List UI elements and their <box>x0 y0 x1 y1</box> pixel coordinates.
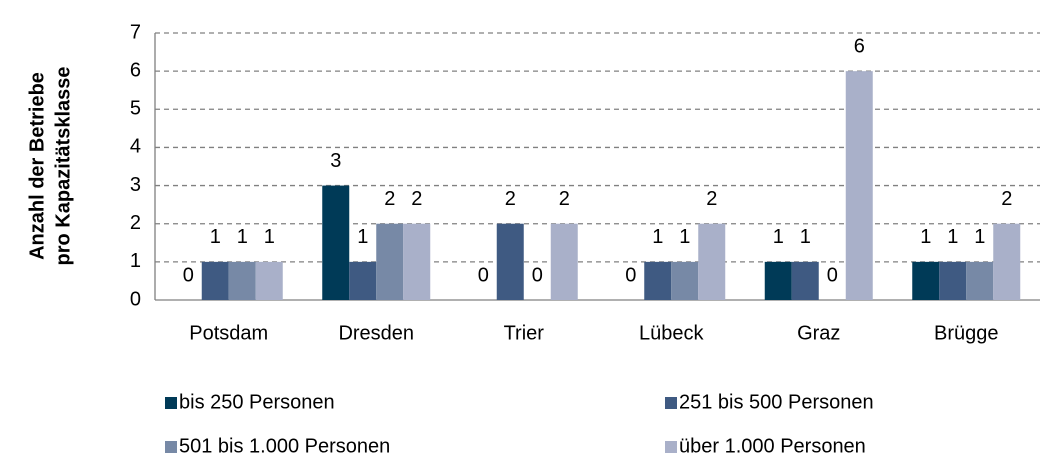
data-label: 1 <box>920 226 931 248</box>
data-label: 0 <box>183 264 194 286</box>
y-tick-label: 3 <box>130 174 141 196</box>
data-label: 1 <box>357 226 368 248</box>
y-axis-label: Anzahl der Betriebe <box>26 72 48 260</box>
data-label: 1 <box>679 226 690 248</box>
legend-swatch <box>165 397 177 409</box>
data-label: 1 <box>800 226 811 248</box>
data-label: 0 <box>827 264 838 286</box>
data-label: 1 <box>773 226 784 248</box>
data-label: 2 <box>706 188 717 210</box>
bar <box>791 261 819 300</box>
data-label: 1 <box>264 226 275 248</box>
legend-label: über 1.000 Personen <box>679 435 866 457</box>
x-tick-label: Lübeck <box>639 322 704 344</box>
bar <box>671 261 699 300</box>
data-label: 0 <box>532 264 543 286</box>
data-label: 2 <box>1001 188 1012 210</box>
bar <box>496 223 524 300</box>
bar <box>644 261 672 300</box>
data-label: 3 <box>330 150 341 172</box>
bar <box>255 261 283 300</box>
y-tick-label: 6 <box>130 59 141 81</box>
x-tick-label: Dresden <box>338 322 414 344</box>
data-label: 1 <box>947 226 958 248</box>
bar <box>376 223 404 300</box>
data-label: 6 <box>854 35 865 57</box>
bar <box>349 261 377 300</box>
bar <box>966 261 994 300</box>
data-label: 0 <box>625 264 636 286</box>
x-tick-label: Potsdam <box>189 322 268 344</box>
data-label: 1 <box>974 226 985 248</box>
data-label: 0 <box>478 264 489 286</box>
bar <box>993 223 1021 300</box>
legend-swatch <box>665 397 677 409</box>
bar <box>228 261 256 300</box>
bar <box>764 261 792 300</box>
y-tick-label: 4 <box>130 136 141 158</box>
x-tick-label: Brügge <box>934 322 999 344</box>
bar <box>912 261 940 300</box>
data-label: 2 <box>411 188 422 210</box>
legend-swatch <box>665 441 677 453</box>
y-tick-label: 1 <box>130 250 141 272</box>
bar <box>698 223 726 300</box>
y-tick-label: 0 <box>130 288 141 310</box>
data-label: 1 <box>652 226 663 248</box>
x-tick-label: Trier <box>504 322 545 344</box>
x-tick-label: Graz <box>797 322 840 344</box>
bar <box>201 261 229 300</box>
legend-label: 501 bis 1.000 Personen <box>179 435 390 457</box>
data-label: 1 <box>210 226 221 248</box>
data-label: 2 <box>505 188 516 210</box>
data-label: 2 <box>559 188 570 210</box>
legend-label: 251 bis 500 Personen <box>679 391 874 413</box>
bar <box>939 261 967 300</box>
bar <box>845 71 873 301</box>
y-tick-label: 7 <box>130 21 141 43</box>
y-axis-label: pro Kapazitätsklasse <box>52 67 74 266</box>
bar <box>403 223 431 300</box>
y-tick-label: 5 <box>130 98 141 120</box>
bar <box>322 185 350 300</box>
legend-label: bis 250 Personen <box>179 391 335 413</box>
bar <box>550 223 578 300</box>
data-label: 1 <box>237 226 248 248</box>
data-label: 2 <box>384 188 395 210</box>
y-tick-label: 2 <box>130 212 141 234</box>
legend-swatch <box>165 441 177 453</box>
